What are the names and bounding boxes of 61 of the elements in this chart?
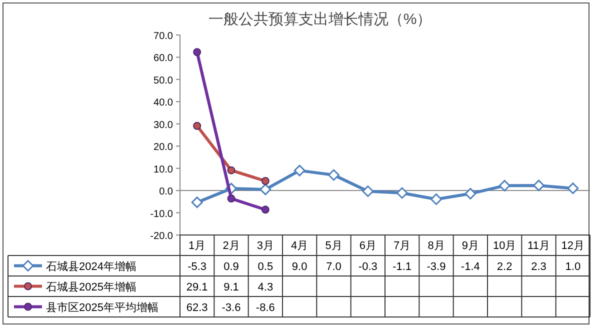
chart-title: 一般公共预算支出增长情况（%） — [208, 11, 432, 28]
y-tick-label: 50.0 — [154, 75, 174, 86]
y-tick-label: 60.0 — [154, 53, 174, 64]
point — [261, 177, 270, 185]
legend-label: 石城县2024年增幅 — [46, 260, 136, 273]
data-label: 0.5 — [258, 260, 274, 273]
x-tick-label: 5月 — [325, 240, 342, 252]
x-tick-label: 8月 — [428, 240, 445, 252]
data-label: -1.1 — [392, 260, 412, 273]
x-tick-label: 2月 — [222, 240, 240, 252]
x-tick-label: 12月 — [561, 240, 585, 252]
data-label: 4.3 — [258, 281, 274, 294]
data-label: 1.0 — [565, 260, 581, 273]
data-label: -8.6 — [256, 302, 275, 314]
point — [294, 164, 306, 176]
data-label: -0.3 — [358, 260, 378, 273]
point — [464, 188, 476, 200]
data-label: -5.3 — [188, 260, 207, 273]
data-label: -3.9 — [426, 260, 446, 273]
data-label: 9.1 — [224, 281, 239, 294]
point — [227, 194, 236, 203]
point — [328, 169, 340, 181]
y-tick-label: -20.0 — [150, 231, 174, 242]
data-label: 2.2 — [496, 260, 512, 273]
point — [498, 180, 510, 192]
legend-label: 县市区2025年平均增幅 — [46, 300, 158, 314]
point — [567, 182, 579, 194]
x-tick-label: 6月 — [359, 240, 376, 252]
x-tick-label: 1月 — [188, 240, 206, 252]
data-label: 0.9 — [224, 260, 239, 273]
data-label: 2.3 — [531, 260, 546, 273]
x-tick-label: 4月 — [291, 240, 308, 252]
point — [430, 193, 442, 205]
y-tick-label: 10.0 — [154, 164, 174, 176]
x-tick-label: 3月 — [256, 240, 274, 252]
data-label: 7.0 — [326, 260, 342, 273]
y-tick-label: 40.0 — [154, 98, 174, 109]
data-label: -1.4 — [460, 260, 480, 273]
data-label: -3.6 — [222, 302, 241, 314]
x-tick-label: 10月 — [492, 240, 516, 252]
y-tick-label: 30.0 — [154, 120, 174, 131]
point — [261, 206, 270, 214]
y-tick-label: 70.0 — [154, 31, 174, 42]
point — [191, 196, 203, 208]
point — [396, 187, 408, 199]
legend-label: 石城县2025年增幅 — [46, 280, 136, 294]
point — [193, 48, 202, 56]
y-tick-label: 20.0 — [154, 142, 174, 154]
point — [362, 185, 374, 197]
x-tick-label: 11月 — [528, 240, 550, 252]
point — [193, 122, 202, 130]
y-tick-label: 0.0 — [159, 186, 174, 198]
data-label: 29.1 — [186, 281, 208, 294]
point — [260, 184, 272, 196]
x-tick-label: 7月 — [394, 240, 411, 252]
point — [227, 166, 236, 174]
data-label: 62.3 — [186, 302, 208, 314]
point — [533, 180, 544, 192]
data-label: 9.0 — [292, 260, 308, 273]
y-tick-label: -10.0 — [150, 208, 174, 220]
x-tick-label: 9月 — [462, 240, 479, 252]
